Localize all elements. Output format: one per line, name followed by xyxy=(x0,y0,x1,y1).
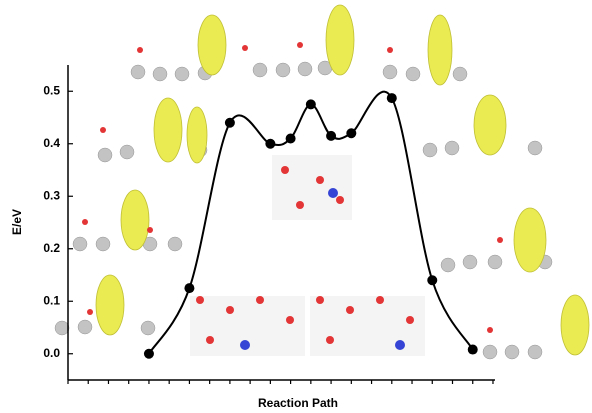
y-axis-label: E/eV xyxy=(10,209,24,235)
data-point xyxy=(387,93,397,103)
x-axis-label: Reaction Path xyxy=(258,396,338,410)
structure-illustrations xyxy=(55,5,589,359)
data-point xyxy=(144,349,154,359)
chart: Reaction Path E/eV 0.0 0.1 0.2 0.3 0.4 0.5 xyxy=(0,0,592,413)
data-point xyxy=(346,128,356,138)
data-point xyxy=(326,131,336,141)
slab xyxy=(190,155,425,356)
y-tick-label: 0.4 xyxy=(43,136,60,150)
data-point xyxy=(286,134,296,144)
data-point xyxy=(468,345,478,355)
y-tick-label: 0.2 xyxy=(43,241,60,255)
data-point xyxy=(427,275,437,285)
data-point xyxy=(225,118,235,128)
data-point xyxy=(265,139,275,149)
y-tick-label: 0.1 xyxy=(43,293,60,307)
y-tick-label: 0.5 xyxy=(43,83,60,97)
data-point xyxy=(306,99,316,109)
data-point xyxy=(184,283,194,293)
y-tick-label: 0.0 xyxy=(43,346,60,360)
y-tick-label: 0.3 xyxy=(43,188,60,202)
